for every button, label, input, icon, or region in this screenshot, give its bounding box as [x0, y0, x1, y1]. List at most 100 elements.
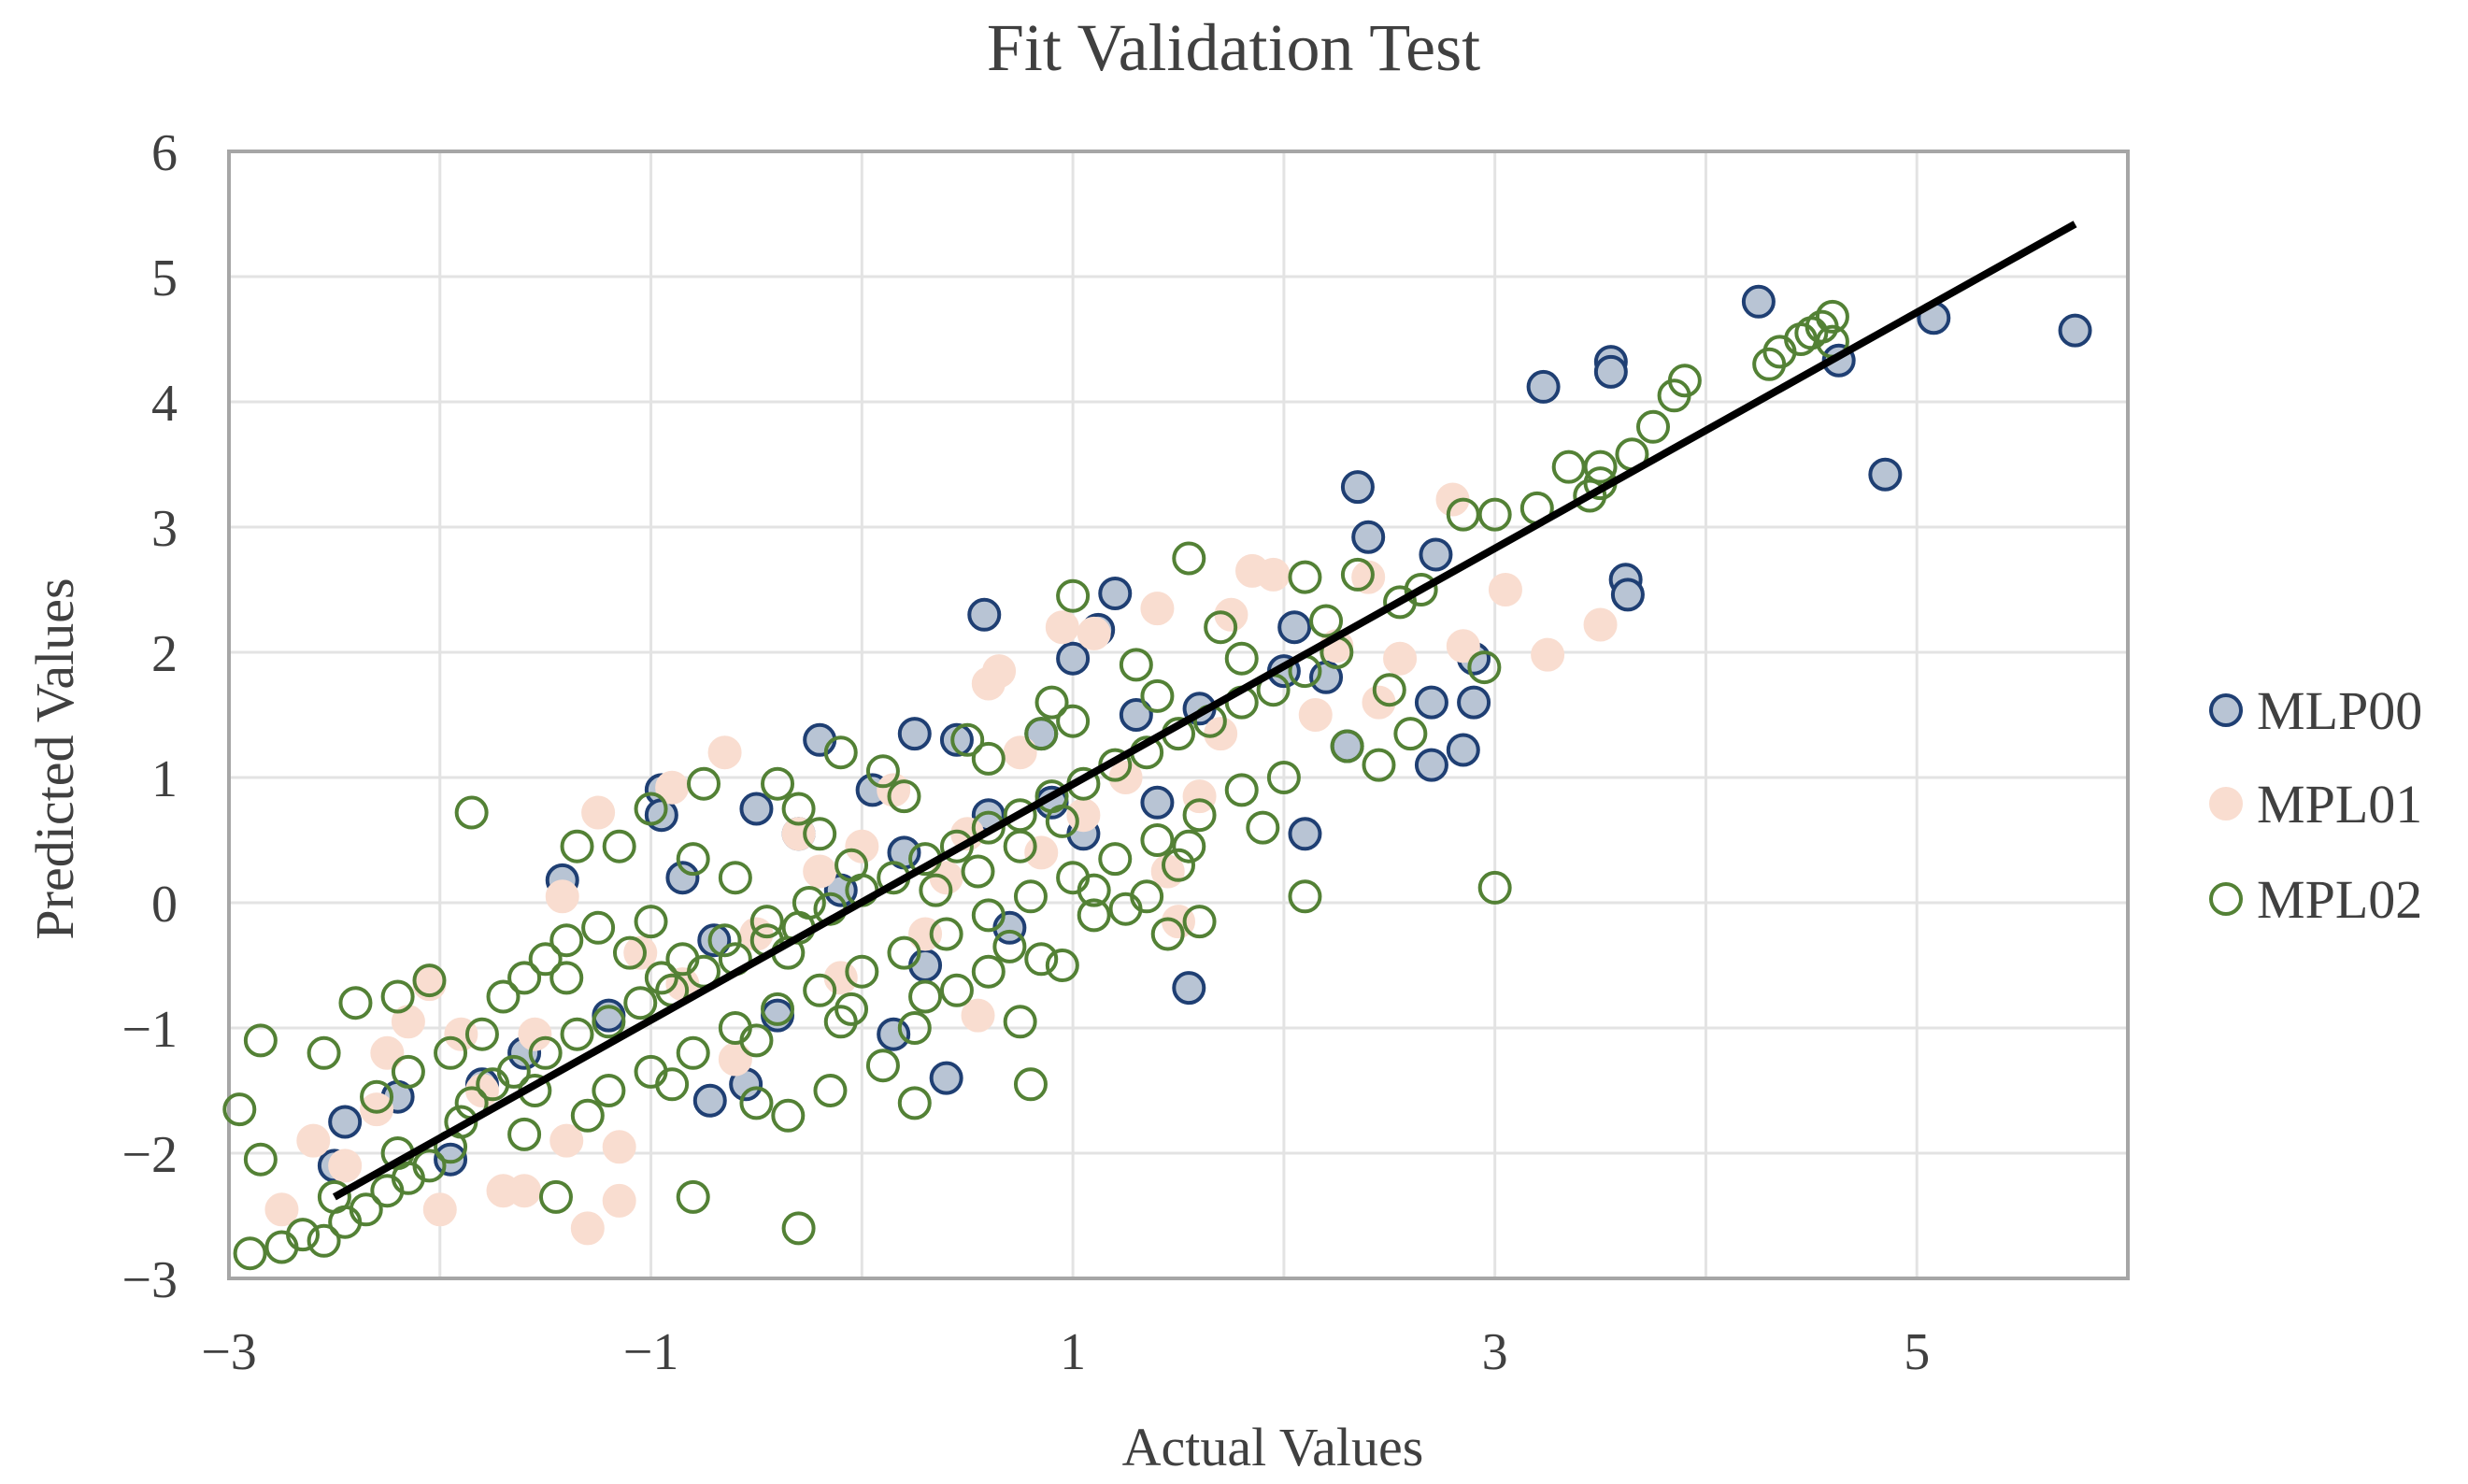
data-point: [1372, 673, 1406, 707]
data-point: [1024, 835, 1059, 870]
data-point: [929, 917, 963, 951]
legend-marker: [2209, 693, 2243, 727]
chart-title: Fit Validation Test: [987, 10, 1480, 85]
data-point: [307, 1223, 341, 1258]
data-point: [1140, 823, 1175, 857]
data-point: [781, 1211, 816, 1246]
data-point: [676, 1179, 710, 1214]
data-point: [581, 795, 616, 830]
data-point: [697, 923, 732, 958]
data-point: [1477, 870, 1512, 905]
data-point: [496, 1054, 531, 1089]
data-point: [507, 1174, 542, 1208]
data-point: [1140, 592, 1175, 626]
data-point: [1457, 685, 1491, 720]
data-point: [1119, 698, 1153, 732]
data-point: [243, 1023, 278, 1058]
data-point: [1003, 1005, 1037, 1039]
y-tick-label: −1: [121, 1001, 178, 1059]
y-tick-label: −3: [121, 1251, 178, 1309]
data-point: [1414, 748, 1448, 782]
data-point: [687, 766, 720, 801]
data-point: [1045, 610, 1079, 645]
data-point: [845, 829, 879, 863]
data-point: [602, 829, 636, 863]
data-point: [507, 961, 542, 995]
data-point: [865, 754, 900, 789]
y-tick-label: −2: [121, 1126, 178, 1184]
data-point: [1224, 641, 1259, 676]
data-point: [665, 861, 700, 895]
data-point: [634, 792, 668, 826]
data-point: [803, 854, 837, 889]
legend-marker: [2209, 882, 2243, 916]
data-point: [1150, 917, 1185, 951]
data-point: [1446, 629, 1480, 664]
data-point: [1419, 537, 1453, 572]
data-point: [1610, 578, 1645, 612]
data-point: [792, 886, 826, 920]
data-point: [1140, 785, 1175, 820]
data-point: [1182, 905, 1217, 939]
data-point: [919, 873, 953, 907]
data-point: [1551, 449, 1586, 484]
data-point: [1077, 616, 1111, 650]
legend-marker: [2209, 787, 2243, 820]
data-point: [1003, 829, 1037, 863]
data-point: [328, 1105, 363, 1139]
data-point: [1066, 798, 1101, 833]
data-point: [1024, 942, 1059, 977]
data-point: [1172, 541, 1206, 576]
data-point: [897, 1086, 932, 1120]
data-point: [992, 929, 1027, 963]
data-point: [655, 770, 690, 805]
data-point: [528, 1035, 563, 1070]
legend-label: MPL02: [2257, 869, 2422, 930]
data-point: [296, 1123, 331, 1158]
data-point: [1172, 971, 1206, 1006]
data-point: [761, 992, 795, 1026]
data-point: [897, 717, 932, 751]
tick-labels: −3 −2 −1 0 1 2 3 4 5 6 −3 −1 1 3 5: [121, 124, 1930, 1381]
legend-item-mpl01: MPL01: [2209, 774, 2422, 835]
data-point: [803, 817, 837, 851]
data-point: [1056, 578, 1091, 613]
y-axis-title: Predicted Values: [24, 578, 85, 939]
data-point: [707, 923, 742, 958]
data-point: [222, 1092, 257, 1127]
data-point: [971, 898, 1006, 933]
data-point: [507, 1117, 542, 1151]
trend-line: [332, 221, 2077, 1201]
data-point: [1077, 898, 1111, 933]
data-point: [1362, 748, 1396, 782]
data-point: [897, 1011, 932, 1045]
data-point: [950, 722, 985, 757]
data-point: [1119, 648, 1153, 682]
data-point: [887, 779, 921, 814]
data-point: [538, 1179, 573, 1214]
data-point: [1246, 810, 1280, 845]
data-point: [939, 973, 974, 1007]
data-point: [1098, 577, 1133, 611]
data-point: [1531, 637, 1565, 672]
y-tick-label: 4: [151, 375, 178, 433]
data-point: [1340, 470, 1375, 505]
data-point: [1204, 610, 1238, 645]
data-point: [634, 905, 668, 939]
data-point: [338, 986, 373, 1020]
x-tick-label: −1: [623, 1323, 679, 1381]
data-point: [813, 1074, 848, 1107]
data-point: [835, 848, 869, 882]
data-point: [961, 854, 995, 889]
data-point: [518, 1017, 552, 1051]
data-point: [549, 923, 584, 958]
data-point: [1657, 378, 1691, 413]
data-point: [939, 829, 974, 863]
data-point: [771, 1098, 806, 1133]
series-mpl01: [264, 482, 1618, 1246]
grid: [227, 150, 2130, 1280]
data-point: [967, 597, 1002, 632]
data-point: [1003, 735, 1037, 770]
data-point: [887, 935, 921, 970]
data-point: [939, 722, 974, 757]
